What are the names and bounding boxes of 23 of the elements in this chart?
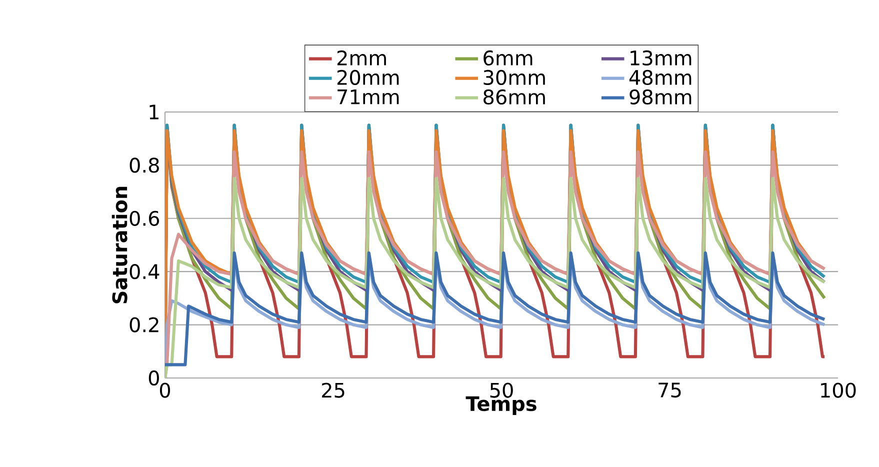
x-tick-label: 100 (821, 382, 856, 398)
y-tick-label: 0.2 (130, 317, 158, 332)
x-tick-label: 50 (490, 382, 513, 398)
x-tick-label: 25 (322, 382, 344, 398)
y-tick-label: 0.8 (130, 158, 159, 173)
legend-label: 71mm (338, 90, 399, 104)
y-tick-label: 0 (148, 370, 159, 386)
x-axis-title: Temps (466, 396, 536, 416)
y-tick-label: 1 (150, 104, 158, 120)
legend-label: 13mm (630, 50, 692, 66)
legend-label: 2mm (337, 50, 386, 66)
legend-label: 48mm (629, 70, 692, 86)
y-tick-label: 0.6 (130, 210, 160, 226)
y-axis-title: Saturation (112, 186, 128, 304)
legend-label: 86mm (484, 89, 545, 105)
x-tick-label: 0 (160, 382, 170, 398)
legend-label: 30mm (484, 70, 545, 86)
legend-label: 6mm (484, 50, 532, 66)
line-series (165, 251, 826, 366)
y-tick-label: 0.4 (130, 264, 160, 280)
x-tick-label: 75 (658, 382, 681, 398)
legend-label: 20mm (337, 70, 399, 86)
legend-label: 98mm (630, 89, 692, 105)
